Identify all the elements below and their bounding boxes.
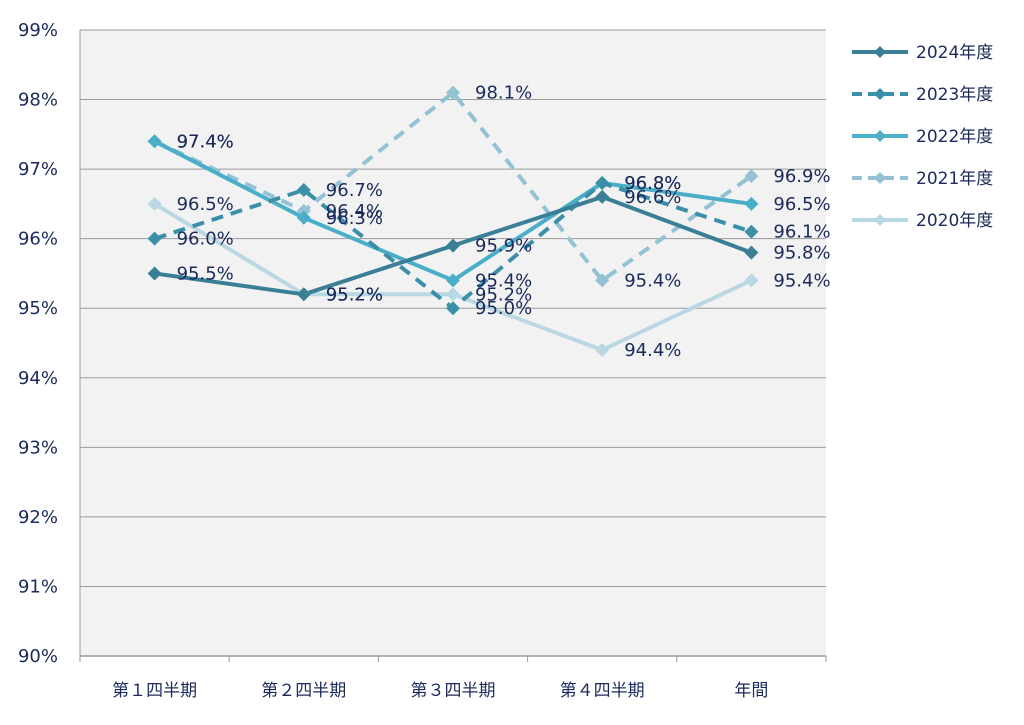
data-labels: 95.5% 95.2% 95.9% 96.6% 95.8% 96.0% 96.7% 95.0%…	[177, 83, 831, 361]
legend-marker	[874, 214, 886, 226]
legend-label: 2024年度	[916, 43, 993, 63]
data-label: 95.4%	[773, 270, 830, 291]
x-tick-label: 年間	[734, 681, 768, 701]
data-point	[744, 169, 759, 184]
x-tick-label: 第３四半期	[411, 681, 496, 701]
data-label: 96.4%	[326, 201, 383, 222]
data-point	[744, 273, 759, 288]
data-point	[744, 245, 759, 260]
data-point	[595, 342, 610, 357]
data-label: 95.4%	[475, 270, 532, 291]
data-label: 95.2%	[326, 284, 383, 305]
data-label: 97.4%	[177, 131, 234, 152]
y-tick-label: 96%	[18, 229, 58, 250]
data-label: 98.1%	[475, 83, 532, 104]
data-label: 96.5%	[773, 194, 830, 215]
series-line	[153, 90, 753, 283]
y-tick-label: 93%	[18, 437, 58, 458]
data-point	[744, 196, 759, 211]
x-tick-label: 第４四半期	[560, 681, 645, 701]
data-point	[446, 238, 460, 253]
data-point	[595, 189, 610, 204]
legend-label: 2020年度	[916, 211, 993, 231]
series-markers	[147, 85, 759, 357]
data-label: 96.0%	[177, 229, 234, 250]
y-tick-label: 99%	[18, 20, 58, 41]
legend: 2024年度 2023年度 2022年度 2021年度 2020年度	[852, 43, 993, 231]
legend-label: 2023年度	[916, 85, 993, 105]
data-label: 95.9%	[475, 236, 532, 257]
data-point	[147, 266, 162, 281]
data-point	[147, 231, 162, 246]
data-label: 95.2%	[475, 284, 532, 305]
data-label: 96.8%	[624, 173, 681, 194]
legend-marker	[874, 172, 886, 184]
data-point	[296, 182, 311, 197]
plot-area	[80, 30, 826, 656]
legend-label: 2022年度	[916, 127, 993, 147]
x-tick-label: 第１四半期	[112, 681, 197, 701]
data-point	[296, 287, 311, 302]
data-label: 96.3%	[326, 208, 383, 229]
x-axis: 第１四半期 第２四半期 第３四半期 第４四半期 年間	[79, 655, 827, 701]
data-label: 95.2%	[326, 284, 383, 305]
data-label: 96.6%	[624, 187, 681, 208]
data-label: 95.0%	[475, 298, 532, 319]
data-point	[446, 273, 460, 288]
y-tick-label: 98%	[18, 90, 58, 111]
data-point	[296, 210, 311, 225]
data-point	[446, 85, 460, 100]
legend-label: 2021年度	[916, 169, 993, 189]
data-label: 95.8%	[773, 243, 830, 264]
legend-marker	[874, 130, 886, 142]
data-label: 96.8%	[624, 173, 681, 194]
data-point	[147, 134, 162, 149]
data-label: 95.5%	[177, 263, 234, 284]
y-tick-label: 91%	[18, 576, 58, 597]
data-point	[147, 196, 162, 211]
data-label: 96.7%	[326, 180, 383, 201]
y-tick-label: 92%	[18, 507, 58, 528]
legend-marker	[874, 88, 886, 100]
y-tick-label: 94%	[18, 368, 58, 389]
data-point	[744, 224, 759, 239]
legend-marker	[874, 46, 886, 58]
data-label: 95.4%	[624, 270, 681, 291]
data-point	[446, 301, 460, 316]
data-label: 94.4%	[624, 340, 681, 361]
data-label: 96.9%	[773, 166, 830, 187]
data-label: 96.1%	[773, 222, 830, 243]
data-point	[595, 273, 610, 288]
data-point	[595, 176, 610, 191]
data-label: 97.4%	[177, 131, 234, 152]
y-tick-label: 97%	[18, 159, 58, 180]
data-point	[446, 287, 460, 302]
x-tick-label: 第２四半期	[261, 681, 346, 701]
data-label: 96.5%	[177, 194, 234, 215]
y-tick-label: 95%	[18, 298, 58, 319]
y-axis: 90% 91% 92% 93% 94% 95% 96% 97% 98% 99%	[18, 20, 81, 667]
y-tick-label: 90%	[18, 646, 58, 667]
